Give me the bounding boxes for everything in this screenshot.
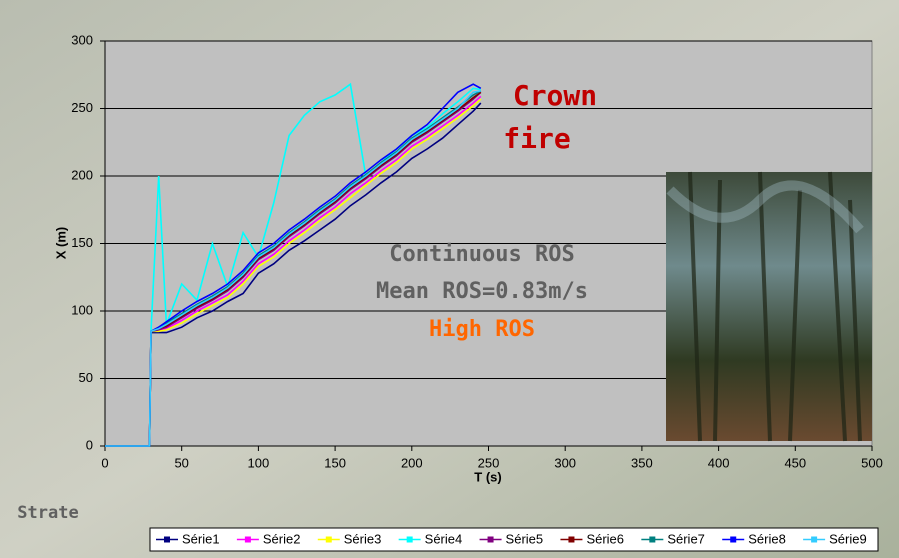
photo <box>666 171 872 442</box>
legend-label: Série8 <box>748 531 786 546</box>
legend-label: Série1 <box>182 531 220 546</box>
legend-items: Série1 Série2 Série3 Série4 Série5 Série6 Séri… <box>156 531 867 546</box>
x-tick-label: 400 <box>708 455 730 470</box>
legend-marker <box>811 536 818 543</box>
x-tick-label: 200 <box>401 455 423 470</box>
y-tick-label: 0 <box>86 437 93 452</box>
x-tick-label: 0 <box>101 455 108 470</box>
legend-label: Série6 <box>586 531 624 546</box>
legend-marker <box>325 536 332 543</box>
annotation: Mean ROS=0.83m/s <box>376 279 588 304</box>
series-line <box>105 82 481 447</box>
legend-marker <box>730 536 737 543</box>
legend-marker <box>649 536 656 543</box>
legend-label: Série5 <box>506 531 544 546</box>
annotation: fire <box>503 122 570 155</box>
x-tick-label: 500 <box>861 455 883 470</box>
x-tick-label: 250 <box>478 455 500 470</box>
x-tick-label: 150 <box>324 455 346 470</box>
annotation: Crown <box>513 79 597 112</box>
annotation: Continuous ROS <box>389 242 574 267</box>
legend-label: Série7 <box>667 531 705 546</box>
legend-label: Série2 <box>263 531 301 546</box>
y-tick-label: 200 <box>71 167 93 182</box>
legend-marker <box>244 536 251 543</box>
x-tick-label: 100 <box>248 455 270 470</box>
x-axis-label: T (s) <box>474 469 501 484</box>
annotation: High ROS <box>429 317 535 342</box>
legend-marker <box>164 536 170 543</box>
x-tick-label: 50 <box>174 455 188 470</box>
y-tick-label: 100 <box>71 302 93 317</box>
legend-label: Série3 <box>344 531 382 546</box>
x-tick-label: 300 <box>554 455 576 470</box>
legend-marker <box>406 536 413 543</box>
legend-label: Série9 <box>829 531 867 546</box>
y-tick-label: 150 <box>71 235 93 250</box>
lines <box>105 82 482 447</box>
x-tick-label: 450 <box>784 455 806 470</box>
y-tick-label: 300 <box>71 32 93 47</box>
legend-label: Série4 <box>425 531 463 546</box>
x-tick-label: 350 <box>631 455 653 470</box>
y-tick-label: 250 <box>71 100 93 115</box>
legend-marker <box>487 536 494 543</box>
legend <box>149 527 879 552</box>
series-line <box>105 90 481 447</box>
legend-marker <box>568 536 575 543</box>
y-tick-label: 50 <box>79 370 93 385</box>
annotation: Strate <box>17 503 78 523</box>
y-axis-label: X (m) <box>53 227 68 260</box>
series-line <box>105 102 482 447</box>
